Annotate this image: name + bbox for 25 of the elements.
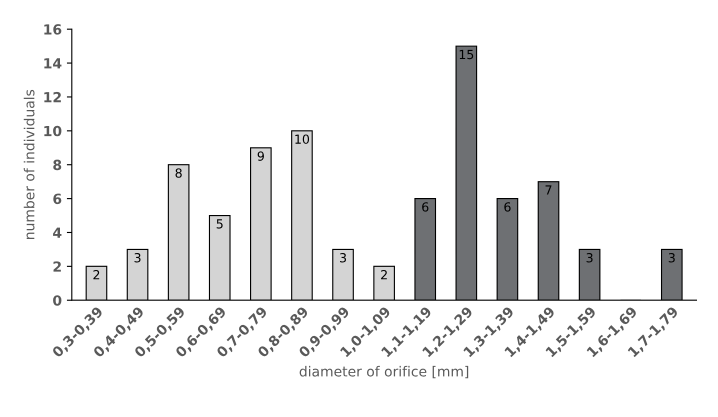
y-tick-label: 12 (44, 92, 61, 102)
y-tick-label: 16 (44, 24, 62, 35)
data-label: 15 (460, 50, 474, 60)
data-label: 5 (216, 219, 223, 229)
data-label: 10 (295, 134, 310, 144)
y-tick-label: 0 (53, 295, 62, 306)
y-axis-title: number of individuals (24, 90, 35, 239)
y-tick-label: 6 (53, 194, 62, 204)
data-label: 3 (586, 253, 593, 262)
data-label: 6 (422, 202, 428, 212)
y-tick-label: 4 (53, 228, 62, 238)
data-label: 3 (340, 253, 346, 262)
data-label: 8 (176, 168, 182, 178)
x-axis-title: diameter of orifice [mm] (300, 366, 468, 378)
data-label: 3 (134, 253, 141, 262)
data-label: 6 (504, 202, 511, 212)
y-tick-label: 8 (53, 160, 62, 170)
y-tick-label: 2 (54, 261, 61, 272)
data-label: 3 (668, 253, 675, 262)
data-label: 9 (258, 151, 264, 161)
y-tick-label: 10 (44, 126, 62, 136)
y-tick-label: 14 (44, 58, 62, 68)
data-label: 2 (93, 270, 100, 280)
data-label: 7 (546, 185, 552, 195)
data-label: 2 (381, 270, 387, 280)
